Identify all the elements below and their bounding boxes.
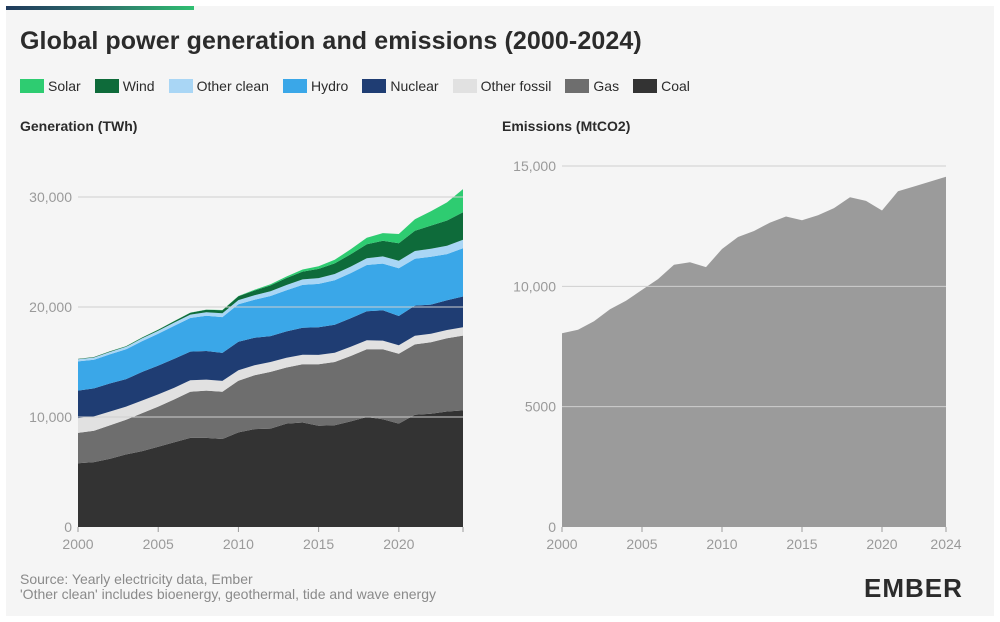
- x-tick-label: 2000: [62, 536, 93, 552]
- x-tick-label: 2020: [866, 536, 897, 552]
- area-series-gas: [78, 335, 463, 464]
- other-clean-note: 'Other clean' includes bioenergy, geothe…: [20, 586, 437, 602]
- y-tick-label: 0: [548, 519, 556, 535]
- x-tick-label: 2015: [303, 536, 334, 552]
- legend-swatch-wind: [94, 79, 119, 93]
- area-series-nuclear: [78, 296, 463, 419]
- legend-label-hydro: Hydro: [310, 78, 349, 94]
- y-tick-label: 5000: [525, 399, 556, 415]
- legend: Solar Wind Other clean Hydro Nuclear Oth…: [20, 78, 704, 94]
- legend-label-other-clean: Other clean: [196, 78, 269, 94]
- legend-label-nuclear: Nuclear: [390, 78, 439, 94]
- x-tick-label: 2005: [143, 536, 174, 552]
- legend-label-wind: Wind: [122, 78, 155, 94]
- x-tick-label: 2000: [546, 536, 577, 552]
- legend-item-other-clean: Other clean: [168, 78, 269, 94]
- legend-item-coal: Coal: [633, 78, 690, 94]
- generation-chart: 0 10,000 20,000 30,000 2000 2005 2010 2015 2020: [29, 189, 464, 552]
- legend-swatch-solar: [20, 79, 44, 93]
- legend-swatch-coal: [633, 79, 658, 93]
- x-tick-label: 2024: [930, 536, 961, 552]
- legend-label-gas: Gas: [593, 78, 620, 94]
- legend-label-coal: Coal: [661, 78, 690, 94]
- legend-swatch-other-clean: [168, 79, 193, 93]
- area-series-emissions: [562, 176, 946, 528]
- legend-swatch-gas: [565, 79, 590, 93]
- y-tick-label: 10,000: [513, 278, 556, 294]
- legend-item-nuclear: Nuclear: [362, 78, 439, 94]
- legend-swatch-other-fossil: [452, 79, 477, 93]
- area-series-other-clean: [78, 239, 463, 362]
- y-tick-label: 30,000: [29, 189, 72, 205]
- legend-swatch-hydro: [282, 79, 307, 93]
- legend-item-hydro: Hydro: [282, 78, 349, 94]
- generation-chart-title: Generation (TWh): [20, 118, 138, 134]
- emissions-chart-title: Emissions (MtCO2): [502, 118, 631, 134]
- area-series-coal: [78, 410, 463, 527]
- ember-logo: EMBER: [864, 573, 963, 603]
- x-tick-label: 2010: [223, 536, 254, 552]
- x-tick-label: 2010: [706, 536, 737, 552]
- area-series-hydro: [78, 248, 463, 391]
- y-tick-label: 20,000: [29, 299, 72, 315]
- footer: Source: Yearly electricity data, Ember '…: [20, 572, 436, 602]
- legend-swatch-nuclear: [362, 79, 387, 93]
- area-series-other-fossil: [78, 327, 463, 433]
- y-tick-label: 10,000: [29, 409, 72, 425]
- legend-item-wind: Wind: [94, 78, 155, 94]
- legend-label-other-fossil: Other fossil: [480, 78, 552, 94]
- legend-item-solar: Solar: [20, 78, 81, 94]
- x-tick-label: 2020: [383, 536, 414, 552]
- legend-item-other-fossil: Other fossil: [452, 78, 552, 94]
- legend-label-solar: Solar: [48, 78, 81, 94]
- page-title: Global power generation and emissions (2…: [20, 27, 642, 55]
- area-series-wind: [78, 212, 463, 360]
- brand-accent-bar: [6, 6, 194, 10]
- y-tick-label: 15,000: [513, 158, 556, 174]
- legend-item-gas: Gas: [565, 78, 619, 94]
- y-tick-label: 0: [64, 519, 72, 535]
- x-tick-label: 2005: [626, 536, 657, 552]
- emissions-chart: 0 5000 10,000 15,000 2000 2005 2010 2015 2020 202…: [513, 158, 962, 552]
- x-tick-label: 2015: [786, 536, 817, 552]
- source-note: Source: Yearly electricity data, Ember: [20, 571, 253, 587]
